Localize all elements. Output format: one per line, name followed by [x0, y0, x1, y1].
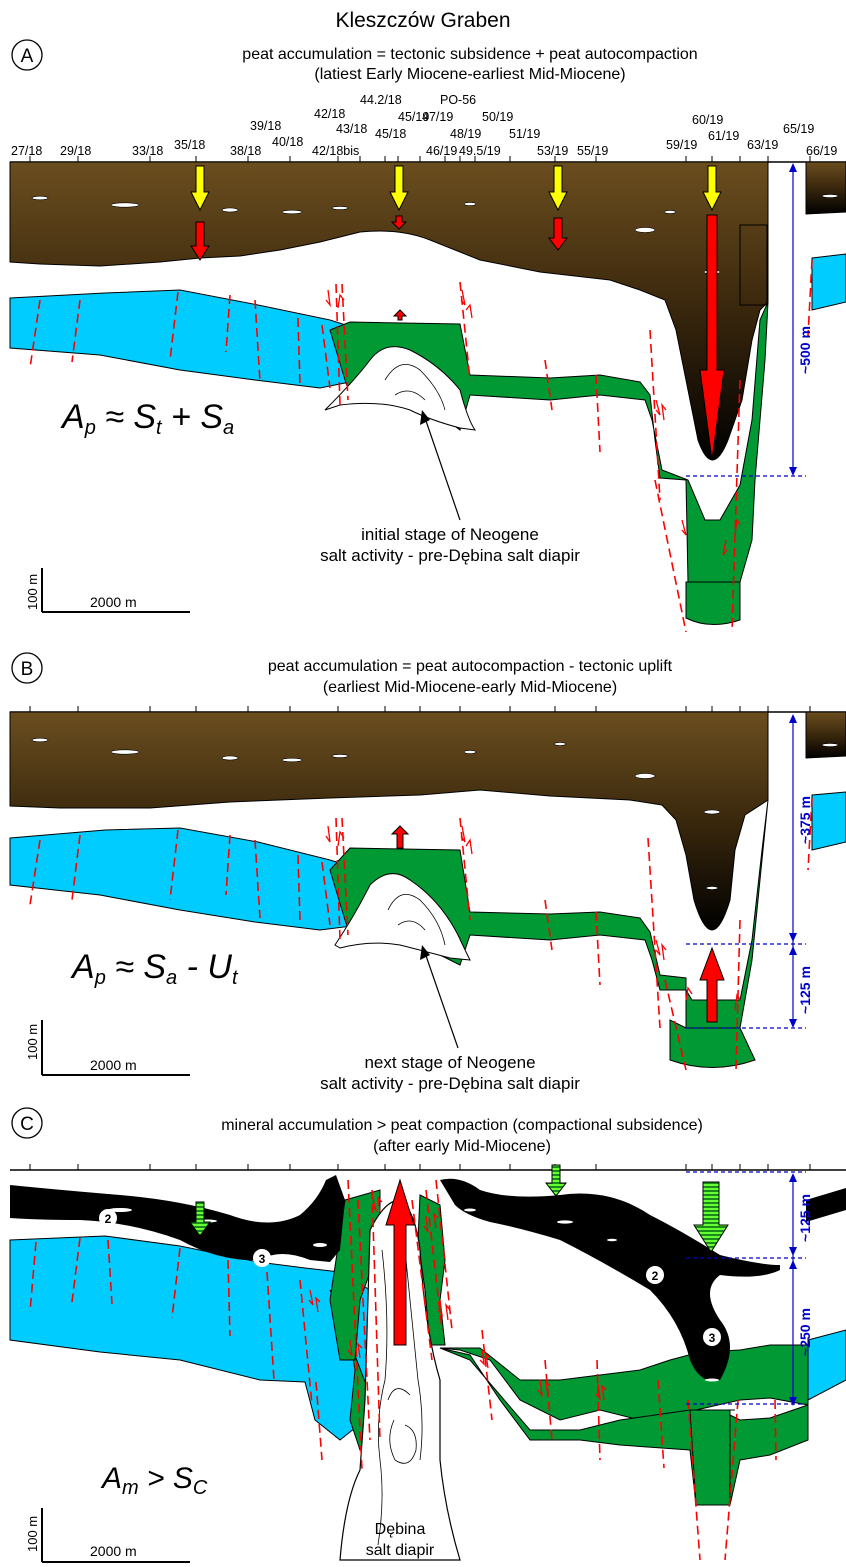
borehole-label: 40/18 — [272, 135, 303, 149]
borehole-label: 44.2/18 — [360, 93, 402, 107]
svg-text:2: 2 — [105, 1212, 112, 1226]
borehole-label: 60/19 — [692, 113, 723, 127]
panel-a: A peat accumulation = tectonic subsidenc… — [10, 40, 846, 632]
borehole-label: 35/18 — [174, 138, 205, 152]
svg-text:~375 m: ~375 m — [797, 796, 813, 844]
panel-c-age: (after early Mid-Miocene) — [373, 1138, 551, 1155]
borehole-label: 43/18 — [336, 122, 367, 136]
svg-text:~125 m: ~125 m — [797, 966, 813, 1014]
panel-c-label: C — [20, 1114, 34, 1135]
figure-title: Kleszczów Graben — [335, 9, 510, 32]
borehole-label: 33/18 — [132, 144, 163, 158]
equation-a: Ap ≈ St + Sa — [60, 398, 234, 439]
svg-text:3: 3 — [709, 1331, 716, 1345]
panel-b: B peat accumulation = peat autocompactio… — [10, 653, 846, 1093]
scale-bar-b: 100 m 2000 m — [25, 1020, 190, 1075]
borehole-label: 47/19 — [422, 110, 453, 124]
borehole-label: 42/18bis — [312, 144, 359, 158]
borehole-label: 29/18 — [60, 144, 91, 158]
borehole-label: 66/19 — [806, 144, 837, 158]
svg-text:100 m: 100 m — [25, 1024, 40, 1060]
svg-text:~125 m: ~125 m — [797, 1194, 813, 1242]
borehole-label: 59/19 — [666, 138, 697, 152]
panel-b-age: (earliest Mid-Miocene-early Mid-Miocene) — [323, 679, 617, 696]
annotation-b-2: salt activity - pre-Dębina salt diapir — [320, 1074, 580, 1093]
annotation-b-1: next stage of Neogene — [364, 1053, 535, 1072]
panel-a-age: (latiest Early Miocene-earliest Mid-Mioc… — [314, 66, 625, 83]
borehole-label: 51/19 — [509, 127, 540, 141]
borehole-label: 45/18 — [375, 127, 406, 141]
diapir-label-1: Dębina — [375, 1521, 426, 1538]
borehole-label: 53/19 — [537, 144, 568, 158]
diapir-label-2: salt diapir — [366, 1542, 435, 1559]
svg-text:3: 3 — [259, 1252, 266, 1266]
borehole-label: 55/19 — [577, 144, 608, 158]
svg-text:2000 m: 2000 m — [90, 594, 137, 610]
panel-a-label: A — [21, 46, 34, 67]
borehole-labels: 27/18 29/18 33/18 35/18 38/18 40/18 42/1… — [11, 93, 837, 158]
borehole-label: 39/18 — [250, 119, 281, 133]
svg-text:~250 m: ~250 m — [797, 1308, 813, 1356]
svg-text:100 m: 100 m — [25, 1516, 40, 1552]
panel-b-label: B — [21, 659, 34, 680]
borehole-label: 48/19 — [450, 127, 481, 141]
borehole-label: 49.5/19 — [459, 144, 501, 158]
annotation-a-1: initial stage of Neogene — [361, 525, 539, 544]
borehole-label: 38/18 — [230, 144, 261, 158]
svg-text:2: 2 — [652, 1269, 659, 1283]
panel-a-caption: peat accumulation = tectonic subsidence … — [242, 46, 697, 63]
borehole-label: PO-56 — [440, 93, 476, 107]
thickness-label: ~500 m — [797, 326, 813, 374]
svg-text:2000 m: 2000 m — [90, 1057, 137, 1073]
equation-c: Am > SC — [100, 1462, 208, 1499]
panel-c: C mineral accumulation > peat compaction… — [10, 1108, 846, 1562]
svg-text:100 m: 100 m — [25, 574, 40, 610]
borehole-label: 61/19 — [708, 129, 739, 143]
annotation-a-2: salt activity - pre-Dębina salt diapir — [320, 546, 580, 565]
borehole-label: 27/18 — [11, 144, 42, 158]
borehole-label: 65/19 — [783, 122, 814, 136]
scale-bar-c: 100 m 2000 m — [25, 1508, 190, 1562]
borehole-label: 46/19 — [426, 144, 457, 158]
panel-c-caption: mineral accumulation > peat compaction (… — [221, 1117, 703, 1134]
scale-bar-a: 100 m 2000 m — [25, 568, 190, 612]
borehole-label: 50/19 — [482, 110, 513, 124]
equation-b: Ap ≈ Sa - Ut — [70, 948, 239, 989]
panel-b-caption: peat accumulation = peat autocompaction … — [268, 658, 673, 675]
borehole-label: 42/18 — [314, 107, 345, 121]
svg-text:2000 m: 2000 m — [90, 1543, 137, 1559]
borehole-label: 63/19 — [747, 138, 778, 152]
